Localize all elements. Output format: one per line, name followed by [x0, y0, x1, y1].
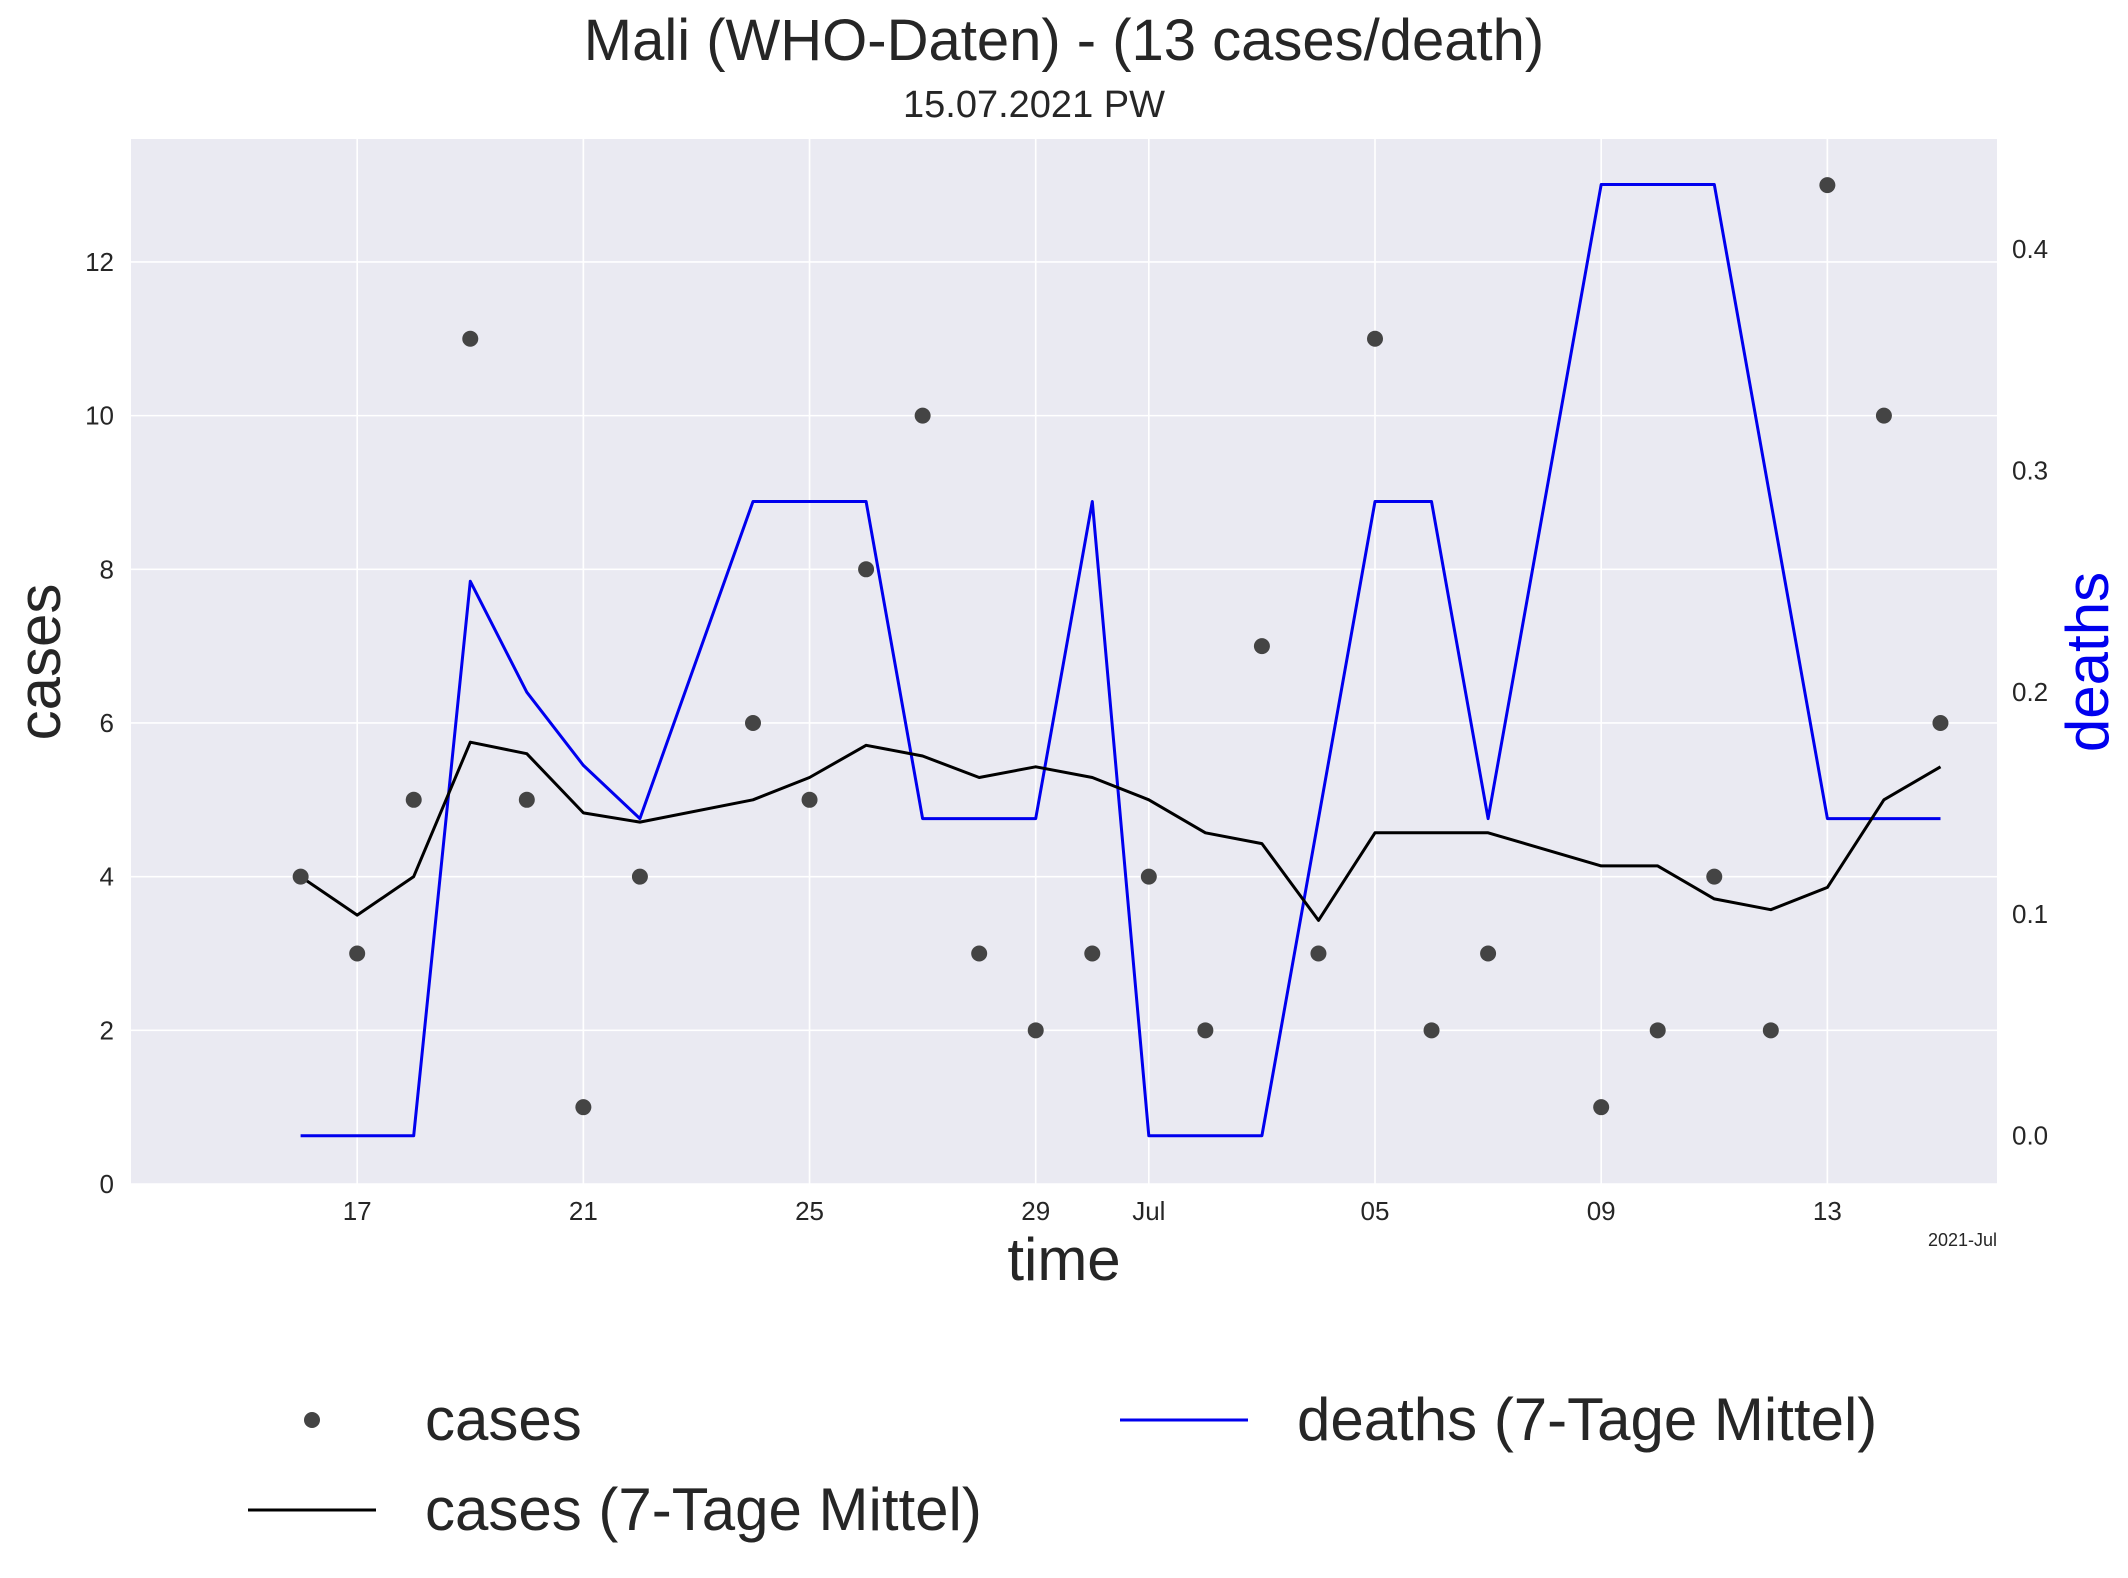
cases-point	[971, 945, 988, 962]
y-right-tick-label: 0.0	[2012, 1121, 2048, 1151]
y-right-tick-label: 0.1	[2012, 899, 2048, 929]
x-tick-label: Jul	[1132, 1196, 1165, 1226]
y-left-tick-label: 12	[85, 247, 114, 277]
y-left-tick-label: 2	[100, 1015, 114, 1045]
cases-point	[1932, 714, 1949, 731]
cases-point	[1423, 1022, 1440, 1039]
legend-deaths-avg-label: deaths (7-Tage Mittel)	[1297, 1386, 1877, 1453]
cases-point	[575, 1099, 592, 1116]
cases-point	[1762, 1022, 1779, 1039]
x-tick-label: 25	[795, 1196, 824, 1226]
chart-subtitle: 15.07.2021 PW	[903, 84, 1165, 126]
y-right-tick-label: 0.3	[2012, 455, 2048, 485]
cases-point	[1027, 1022, 1044, 1039]
x-tick-label: 09	[1587, 1196, 1616, 1226]
x-tick-label: 29	[1021, 1196, 1050, 1226]
legend-cases-avg-label: cases (7-Tage Mittel)	[425, 1476, 982, 1543]
y-axis-left-label: cases	[6, 584, 73, 741]
cases-point	[1875, 407, 1892, 424]
cases-point	[462, 330, 479, 347]
x-tick-label: 17	[343, 1196, 372, 1226]
cases-point	[745, 714, 761, 731]
legend-cases-marker	[304, 1412, 320, 1428]
x-axis-offset-label: 2021-Jul	[1928, 1230, 1997, 1250]
y-axis-right-label: deaths	[2054, 572, 2121, 752]
y-left-tick-label: 10	[85, 401, 114, 431]
cases-point	[1480, 945, 1497, 962]
cases-point	[1367, 330, 1383, 347]
x-tick-label: 05	[1361, 1196, 1390, 1226]
x-tick-label: 13	[1813, 1196, 1842, 1226]
cases-point	[1197, 1022, 1214, 1039]
chart-title: Mali (WHO-Daten) - (13 cases/death)	[584, 8, 1544, 73]
y-left-tick-label: 4	[100, 862, 114, 892]
legend: cases cases (7-Tage Mittel) deaths (7-Ta…	[248, 1386, 1877, 1543]
cases-point	[1649, 1022, 1666, 1039]
deaths-7day-avg-line	[300, 183, 1941, 1138]
cases-point	[292, 868, 309, 885]
y-right-tick-label: 0.2	[2012, 677, 2048, 707]
y-right-tick-label: 0.4	[2012, 234, 2048, 264]
cases-point	[914, 407, 931, 424]
cases-point	[1084, 945, 1101, 962]
cases-point	[1593, 1099, 1610, 1116]
cases-point	[518, 791, 535, 808]
cases-point	[1819, 177, 1836, 194]
cases-point	[349, 945, 366, 962]
cases-point	[1706, 868, 1723, 885]
cases-point	[631, 868, 648, 885]
cases-point	[1310, 945, 1327, 962]
legend-cases-label: cases	[425, 1386, 582, 1453]
cases-point	[1253, 638, 1270, 655]
cases-point	[858, 561, 875, 578]
y-left-tick-label: 6	[100, 708, 114, 738]
series-layer	[292, 177, 1949, 1138]
tick-labels: 0 2 4 6 8 10 12 0.0 0.1 0.2 0.3 0.4 17 21 25 29 Jul 05 09 1…	[85, 234, 2048, 1226]
y-left-tick-label: 0	[100, 1169, 114, 1199]
y-left-tick-label: 8	[100, 554, 114, 584]
grid	[131, 139, 1997, 1185]
cases-point	[801, 791, 818, 808]
cases-7day-avg-line	[299, 740, 1942, 922]
x-tick-label: 21	[569, 1196, 598, 1226]
cases-point	[405, 791, 422, 808]
cases-point	[1140, 868, 1157, 885]
x-axis-label: time	[1007, 1226, 1120, 1293]
